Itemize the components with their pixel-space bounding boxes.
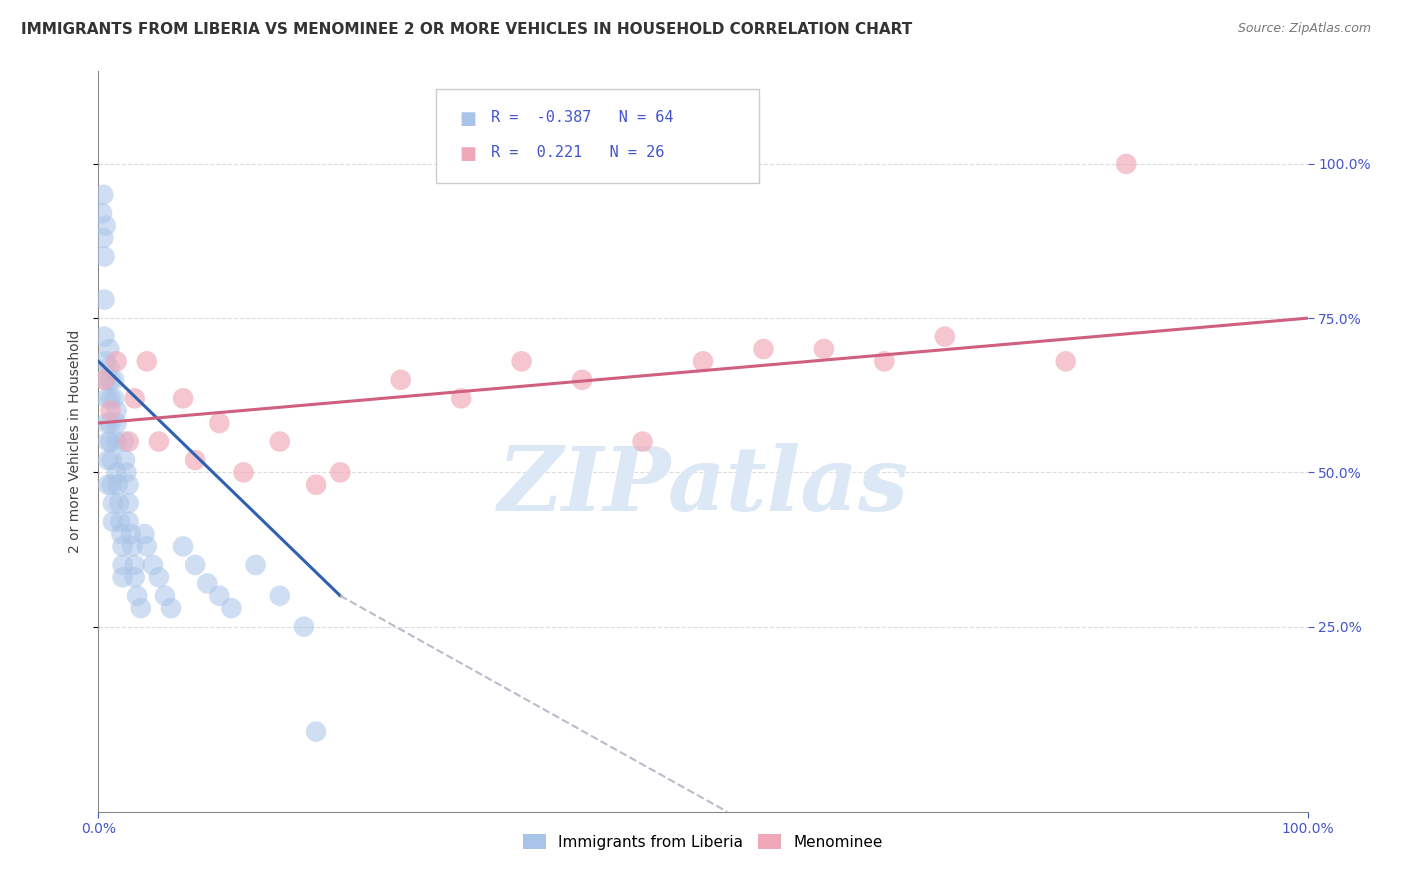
Point <box>96 392 118 406</box>
Point <box>108 515 131 529</box>
Point <box>208 589 231 603</box>
Point <box>118 434 141 449</box>
Point <box>148 434 170 449</box>
Point <box>100 392 122 406</box>
Text: Source: ZipAtlas.com: Source: ZipAtlas.com <box>1237 22 1371 36</box>
Text: IMMIGRANTS FROM LIBERIA VS MENOMINEE 2 OR MORE VEHICLES IN HOUSEHOLD CORRELATION: IMMIGRANTS FROM LIBERIA VS MENOMINEE 2 O… <box>21 22 912 37</box>
Point <box>93 329 115 343</box>
Point <box>127 589 149 603</box>
Point <box>103 373 125 387</box>
Point <box>100 373 122 387</box>
Point <box>98 360 121 375</box>
Point <box>389 373 412 387</box>
Point <box>120 527 142 541</box>
Point <box>111 570 134 584</box>
Point <box>101 515 124 529</box>
Point <box>100 416 122 430</box>
Point <box>110 527 132 541</box>
Point <box>153 589 176 603</box>
Text: R =  0.221   N = 26: R = 0.221 N = 26 <box>491 145 664 160</box>
Point <box>91 206 114 220</box>
Point <box>105 354 128 368</box>
Point <box>269 434 291 449</box>
Point <box>135 354 157 368</box>
Point <box>91 231 114 245</box>
Point <box>93 293 115 307</box>
Point <box>329 466 352 480</box>
Point <box>160 601 183 615</box>
Point <box>93 373 115 387</box>
Point <box>118 477 141 491</box>
Point <box>97 453 120 467</box>
Point <box>135 540 157 554</box>
Point <box>97 477 120 491</box>
Point <box>93 249 115 264</box>
Point <box>184 453 207 467</box>
Point <box>108 496 131 510</box>
Point <box>142 558 165 572</box>
Point <box>115 466 138 480</box>
Point <box>91 187 114 202</box>
Point <box>124 392 146 406</box>
Point <box>934 329 956 343</box>
Point <box>100 434 122 449</box>
Point <box>96 416 118 430</box>
Point <box>221 601 243 615</box>
Point <box>292 619 315 633</box>
Point <box>121 540 143 554</box>
Point <box>305 724 328 739</box>
Point <box>107 477 129 491</box>
Point <box>245 558 267 572</box>
Point <box>129 601 152 615</box>
Point <box>98 342 121 356</box>
Point <box>111 540 134 554</box>
Point <box>305 477 328 491</box>
Point <box>101 496 124 510</box>
Point <box>195 576 218 591</box>
Point <box>114 453 136 467</box>
Point <box>100 477 122 491</box>
Point <box>105 416 128 430</box>
Point <box>111 558 134 572</box>
Point <box>208 416 231 430</box>
Legend: Immigrants from Liberia, Menominee: Immigrants from Liberia, Menominee <box>517 828 889 856</box>
Point <box>450 392 472 406</box>
Point <box>571 373 593 387</box>
Point <box>94 219 117 233</box>
Point <box>813 342 835 356</box>
Point <box>105 434 128 449</box>
Point <box>124 558 146 572</box>
Point <box>1054 354 1077 368</box>
Point <box>134 527 156 541</box>
Point <box>631 434 654 449</box>
Text: R =  -0.387   N = 64: R = -0.387 N = 64 <box>491 110 673 125</box>
Point <box>269 589 291 603</box>
Y-axis label: 2 or more Vehicles in Household: 2 or more Vehicles in Household <box>69 330 83 553</box>
Point <box>112 434 135 449</box>
Point <box>148 570 170 584</box>
Point <box>124 570 146 584</box>
Point <box>118 515 141 529</box>
Point <box>100 403 122 417</box>
Point <box>184 558 207 572</box>
Point <box>118 496 141 510</box>
Point <box>873 354 896 368</box>
Point <box>100 453 122 467</box>
Point <box>172 392 194 406</box>
Point <box>105 403 128 417</box>
Point <box>1115 157 1137 171</box>
Point <box>105 466 128 480</box>
Text: ■: ■ <box>460 145 477 162</box>
Point <box>510 354 533 368</box>
Point <box>97 434 120 449</box>
Text: ZIPatlas: ZIPatlas <box>498 442 908 529</box>
Point <box>94 373 117 387</box>
Point <box>692 354 714 368</box>
Text: ■: ■ <box>460 110 477 128</box>
Point <box>232 466 254 480</box>
Point <box>103 392 125 406</box>
Point <box>172 540 194 554</box>
Point <box>752 342 775 356</box>
Point <box>94 354 117 368</box>
